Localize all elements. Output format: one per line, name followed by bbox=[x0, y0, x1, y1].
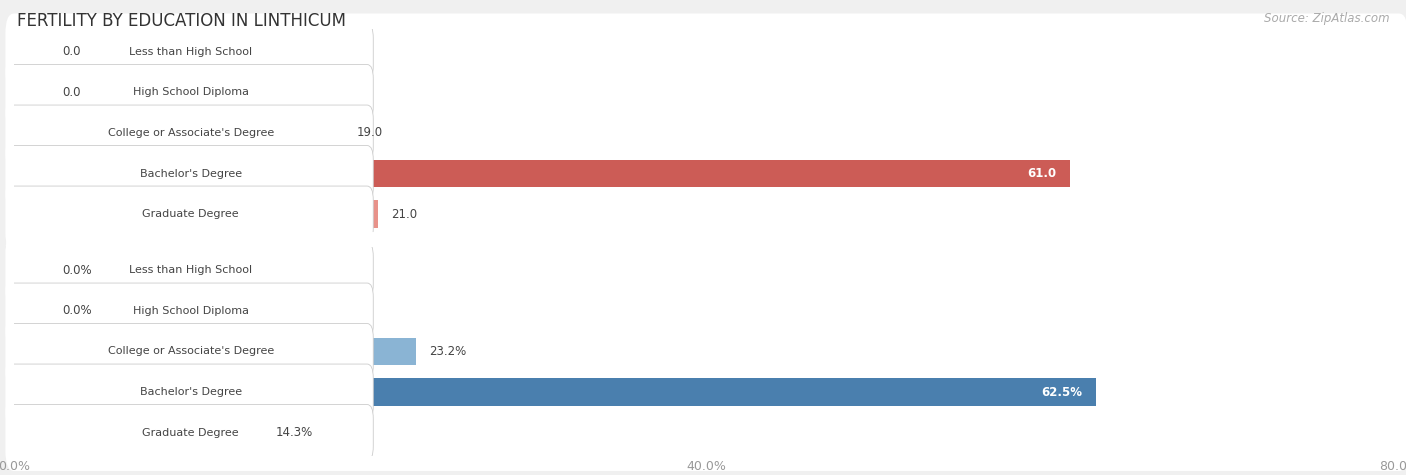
FancyBboxPatch shape bbox=[6, 13, 1406, 90]
FancyBboxPatch shape bbox=[8, 145, 373, 201]
Text: Source: ZipAtlas.com: Source: ZipAtlas.com bbox=[1264, 12, 1389, 25]
Text: 0.0%: 0.0% bbox=[62, 264, 93, 277]
Text: 0.0%: 0.0% bbox=[62, 304, 93, 317]
FancyBboxPatch shape bbox=[6, 353, 1406, 430]
FancyBboxPatch shape bbox=[8, 105, 373, 161]
Text: High School Diploma: High School Diploma bbox=[132, 306, 249, 316]
Text: Graduate Degree: Graduate Degree bbox=[142, 209, 239, 219]
FancyBboxPatch shape bbox=[8, 364, 373, 420]
Text: Bachelor's Degree: Bachelor's Degree bbox=[139, 387, 242, 397]
FancyBboxPatch shape bbox=[6, 176, 1406, 253]
Text: 14.3%: 14.3% bbox=[276, 426, 312, 439]
Bar bbox=[14, 297, 49, 325]
FancyBboxPatch shape bbox=[6, 394, 1406, 471]
FancyBboxPatch shape bbox=[8, 24, 373, 80]
Text: FERTILITY BY EDUCATION IN LINTHICUM: FERTILITY BY EDUCATION IN LINTHICUM bbox=[17, 12, 346, 30]
Bar bbox=[14, 419, 262, 446]
Bar bbox=[14, 119, 343, 147]
Text: 19.0: 19.0 bbox=[357, 126, 382, 140]
FancyBboxPatch shape bbox=[8, 405, 373, 460]
FancyBboxPatch shape bbox=[6, 273, 1406, 350]
Bar bbox=[14, 338, 416, 365]
Text: 0.0: 0.0 bbox=[62, 86, 82, 99]
Bar bbox=[14, 160, 1070, 187]
Text: 61.0: 61.0 bbox=[1026, 167, 1056, 180]
FancyBboxPatch shape bbox=[6, 135, 1406, 212]
Text: Bachelor's Degree: Bachelor's Degree bbox=[139, 169, 242, 179]
Bar bbox=[14, 79, 49, 106]
FancyBboxPatch shape bbox=[6, 232, 1406, 309]
FancyBboxPatch shape bbox=[6, 54, 1406, 131]
Bar bbox=[14, 200, 378, 228]
FancyBboxPatch shape bbox=[6, 313, 1406, 390]
FancyBboxPatch shape bbox=[8, 283, 373, 339]
FancyBboxPatch shape bbox=[8, 65, 373, 121]
Text: 21.0: 21.0 bbox=[391, 208, 418, 220]
Text: College or Associate's Degree: College or Associate's Degree bbox=[107, 346, 274, 357]
FancyBboxPatch shape bbox=[8, 323, 373, 380]
Bar bbox=[14, 38, 49, 66]
Text: 62.5%: 62.5% bbox=[1042, 386, 1083, 399]
Bar bbox=[14, 256, 49, 284]
Text: 23.2%: 23.2% bbox=[430, 345, 467, 358]
Text: Less than High School: Less than High School bbox=[129, 47, 252, 57]
Bar bbox=[14, 378, 1097, 406]
FancyBboxPatch shape bbox=[8, 186, 373, 242]
Text: College or Associate's Degree: College or Associate's Degree bbox=[107, 128, 274, 138]
Text: High School Diploma: High School Diploma bbox=[132, 87, 249, 97]
Text: Less than High School: Less than High School bbox=[129, 266, 252, 276]
Text: Graduate Degree: Graduate Degree bbox=[142, 428, 239, 437]
Text: 0.0: 0.0 bbox=[62, 46, 82, 58]
FancyBboxPatch shape bbox=[8, 243, 373, 298]
FancyBboxPatch shape bbox=[6, 95, 1406, 171]
